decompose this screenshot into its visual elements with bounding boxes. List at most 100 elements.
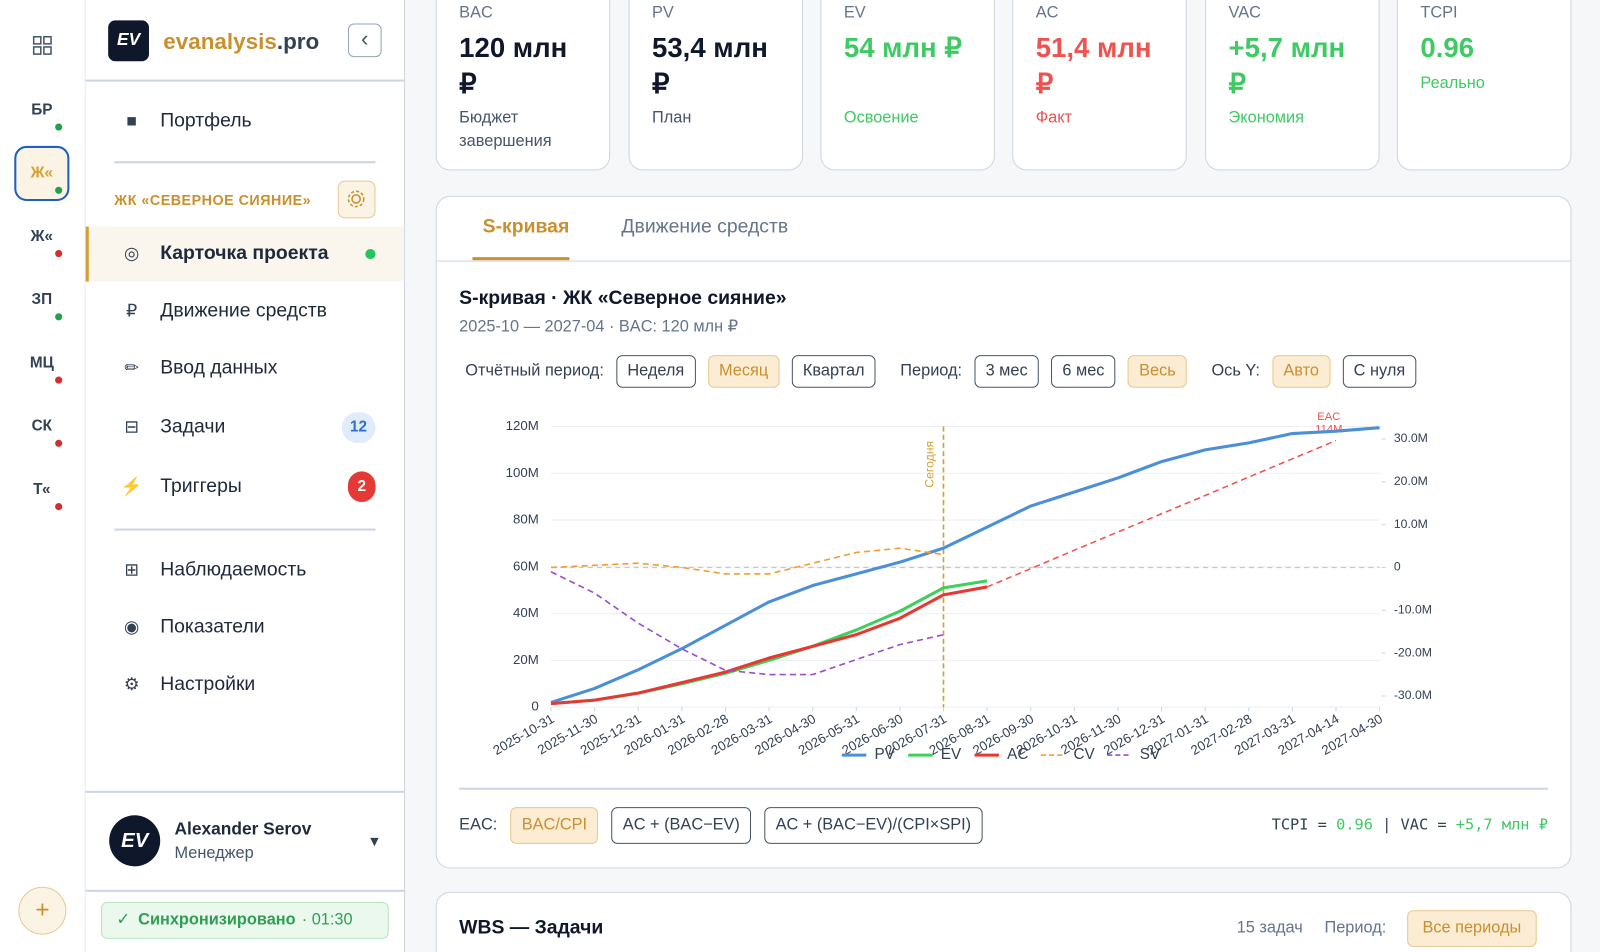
option-button[interactable]: BAC/CPI (510, 807, 599, 844)
option-button[interactable]: AC + (BAC−EV)/(CPI×SPI) (764, 807, 983, 844)
chart-title: S-кривая · ЖК «Северное сияние» (459, 287, 787, 310)
project-settings[interactable] (337, 180, 376, 219)
nav-icon: ⚙ (123, 674, 140, 694)
rail-item[interactable]: БР (31, 101, 53, 119)
nav-label[interactable]: Показатели (160, 616, 265, 638)
tab[interactable]: S-кривая (482, 216, 570, 238)
kpi-caption: Бюджет завершения (459, 109, 552, 150)
nav-label[interactable]: Триггеры (160, 475, 242, 497)
option-button[interactable]: 3 мес (974, 355, 1039, 388)
chart-subtitle: 2025-10 — 2027-04 · BAC: 120 млн ₽ (459, 318, 739, 336)
wbs-title: WBS — Задачи (459, 917, 604, 939)
sync-icon: ✓ (116, 911, 131, 929)
nav-icon: ✏ (124, 358, 139, 378)
status-dot (55, 503, 63, 511)
user-avatar: EV (109, 815, 161, 867)
tab[interactable]: Движение средств (621, 216, 789, 238)
kpi-label: AC (1035, 4, 1059, 22)
divider (114, 161, 376, 163)
kpi-value: 53,4 млн ₽ (652, 32, 768, 99)
sync-status: ✓ Синхронизировано · 01:30 (101, 902, 389, 939)
option-button[interactable]: Месяц (707, 355, 780, 388)
option-button[interactable]: Авто (1272, 355, 1331, 388)
nav-active (85, 226, 405, 282)
summary-vac-label: VAC = (1400, 815, 1447, 834)
option-button[interactable]: AC + (BAC−EV) (611, 807, 752, 844)
brand-name: evanalysis (163, 28, 277, 55)
rail-item[interactable]: Ж« (30, 164, 54, 182)
control-label: EAC: (459, 816, 498, 834)
option-button[interactable]: С нуля (1342, 355, 1417, 388)
kpi-card (820, 0, 995, 171)
summary-vac: +5,7 млн ₽ (1455, 815, 1548, 834)
status-dot (55, 376, 63, 384)
status-dot (55, 249, 63, 258)
summary-tcpi: 0.96 (1336, 815, 1373, 834)
option-button[interactable]: Весь (1127, 355, 1187, 388)
nav-icon: ⊟ (124, 417, 139, 437)
divider (85, 79, 406, 82)
option-button[interactable]: 6 мес (1051, 355, 1116, 388)
wbs-period-label: Период: (1324, 919, 1387, 937)
kpi-caption: Факт (1035, 109, 1073, 127)
option-button[interactable]: Неделя (616, 355, 696, 388)
nav-label[interactable]: Портфель (160, 110, 252, 132)
nav-label[interactable]: Задачи (160, 416, 226, 438)
kpi-card (1012, 0, 1187, 171)
chart-divider (459, 787, 1548, 790)
control-label: Ось Y: (1211, 362, 1260, 380)
nav-label[interactable]: Ввод данных (160, 357, 278, 379)
kpi-caption: Освоение (843, 109, 919, 127)
kpi-label: PV (652, 4, 674, 22)
nav-badge: 12 (341, 412, 376, 443)
nav-icon: ₽ (126, 301, 138, 321)
rail-item[interactable]: МЦ (29, 354, 54, 372)
nav-icon: ■ (126, 111, 137, 131)
rail-item[interactable]: ЗП (31, 290, 53, 309)
user-menu[interactable]: ▼ (367, 832, 382, 849)
controls: Отчётный период: Неделя Месяц Квартал Период… (465, 355, 1417, 388)
kpi-label: TCPI (1420, 4, 1458, 22)
option-button[interactable]: Квартал (791, 355, 876, 388)
kpi-label: BAC (459, 4, 493, 22)
kpi-caption: Экономия (1228, 109, 1304, 127)
rail-item[interactable]: Т« (33, 480, 51, 498)
user-role: Менеджер (174, 844, 254, 863)
rail-item[interactable]: Ж« (30, 227, 54, 245)
nav-icon: ⊞ (124, 560, 139, 580)
status-dot (55, 123, 63, 131)
logo: EV (108, 20, 149, 62)
wbs-count: 15 задач (1236, 919, 1303, 937)
apps-icon[interactable] (32, 35, 52, 55)
brand: evanalysis.pro (163, 29, 319, 56)
nav-icon: ⚡ (120, 476, 143, 496)
wbs-period[interactable]: Все периоды (1407, 910, 1537, 947)
nav-badge: 2 (347, 471, 376, 503)
divider (114, 528, 376, 531)
add-button[interactable]: + (18, 886, 67, 935)
nav-label[interactable]: Наблюдаемость (160, 559, 307, 581)
nav-label[interactable]: Настройки (160, 673, 256, 695)
nav-label[interactable]: Движение средств (160, 299, 327, 322)
nav-label[interactable]: Карточка проекта (160, 242, 329, 265)
kpi-value: 0.96 (1420, 32, 1475, 64)
wbs-card (435, 891, 1572, 952)
tab-underline (472, 257, 570, 261)
control-label: Отчётный период: (465, 362, 604, 380)
kpi-label: VAC (1228, 4, 1261, 22)
rail-item[interactable]: СК (31, 417, 53, 435)
kpi-value: 51,4 млн ₽ (1035, 32, 1152, 99)
kpi-card (435, 0, 611, 171)
kpi-caption: Реально (1420, 74, 1485, 92)
summary-tcpi-label: TCPI = (1271, 815, 1327, 834)
collapse-button[interactable]: ‹ (347, 23, 382, 58)
kpi-value: 120 млн ₽ (459, 32, 568, 99)
summary: TCPI = 0.96 | VAC = +5,7 млн ₽ (1272, 814, 1548, 834)
status-dot (55, 439, 63, 447)
kpi-label: EV (843, 4, 866, 22)
tabs-divider (436, 260, 1571, 262)
sync-time: · 01:30 (301, 911, 353, 929)
project-title: ЖК «СЕВЕРНОЕ СИЯНИЕ» (114, 191, 312, 209)
